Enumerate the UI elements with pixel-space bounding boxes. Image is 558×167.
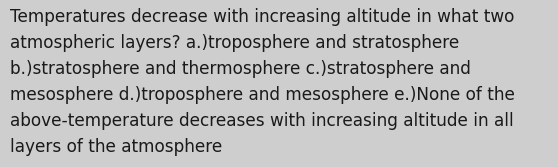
Text: b.)stratosphere and thermosphere c.)stratosphere and: b.)stratosphere and thermosphere c.)stra… [10,60,471,78]
Text: layers of the atmosphere: layers of the atmosphere [10,138,222,156]
Text: above-temperature decreases with increasing altitude in all: above-temperature decreases with increas… [10,112,514,130]
Text: atmospheric layers? a.)troposphere and stratosphere: atmospheric layers? a.)troposphere and s… [10,34,459,52]
Text: Temperatures decrease with increasing altitude in what two: Temperatures decrease with increasing al… [10,8,514,26]
Text: mesosphere d.)troposphere and mesosphere e.)None of the: mesosphere d.)troposphere and mesosphere… [10,86,515,104]
